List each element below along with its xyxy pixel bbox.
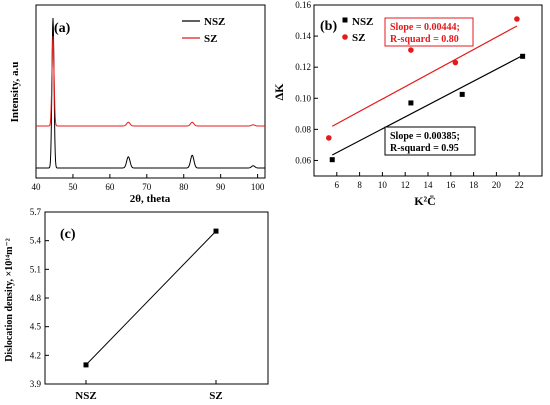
rsq-text-nsz: R-squard = 0.95 (390, 143, 459, 154)
panel-a-frame (35, 4, 266, 179)
x-tick-label-sz: SZ (209, 390, 222, 402)
panel-c-series (83, 228, 219, 368)
panel-a-legend: NSZ SZ (182, 16, 225, 45)
panel-a-letter: (a) (54, 21, 71, 36)
y-tick-label: 0.16 (295, 0, 311, 10)
y-tick-label: 0.10 (295, 93, 311, 103)
y-tick-label: 0.14 (295, 31, 311, 41)
panel-b-x-axis-label: K²C̄ (414, 194, 436, 208)
y-tick-label: 0.12 (295, 62, 311, 72)
panel-c-dislocation-density: 3.9 4.2 4.5 4.8 5.1 5.4 5.7 NSZ SZ (c) Dislocati… (4, 207, 269, 402)
legend-sz-label: SZ (204, 33, 217, 45)
panel-b-axes: 6 8 10 12 14 16 18 20 22 0.06 0.08 0.10 0.12 0.14 0.16 (295, 0, 543, 190)
x-tick-label: 22 (515, 180, 524, 190)
xrd-line-nsz (36, 17, 265, 169)
y-tick-label: 5.4 (30, 236, 42, 246)
x-tick-label: 6 (335, 180, 340, 190)
point-sz (452, 59, 459, 66)
x-tick-label: 50 (68, 182, 78, 192)
point-sz (514, 16, 520, 22)
point-sz (408, 47, 414, 53)
panel-b-letter: (b) (320, 19, 337, 34)
slope-box-sz (384, 17, 474, 47)
slope-box-nsz (384, 126, 476, 156)
y-tick-label: 5.1 (30, 264, 41, 274)
legend-nsz-label: NSZ (352, 16, 373, 28)
x-tick-label: 8 (357, 180, 362, 190)
point-sz (326, 135, 332, 141)
point-nsz (329, 157, 335, 163)
fit-line-nsz (331, 54, 523, 156)
x-tick-label: 18 (469, 180, 479, 190)
density-point-nsz (83, 362, 89, 368)
x-tick-label: 20 (492, 180, 502, 190)
x-tick-label: 90 (216, 182, 226, 192)
panel-a-xrd: 40 50 60 70 80 90 100 (a) 2θ, theta Intensity,… (9, 4, 266, 205)
y-tick-label: 5.7 (30, 207, 42, 217)
x-tick-label: 100 (251, 182, 265, 192)
fit-line-sz (331, 25, 518, 127)
legend-sz-label: SZ (352, 32, 365, 44)
panel-c-frame (44, 211, 269, 385)
x-tick-label: 80 (179, 182, 189, 192)
panel-c-y-axis-label: Dislocation density, ×10¹⁴m⁻² (4, 238, 15, 362)
panel-c-axes: 3.9 4.2 4.5 4.8 5.1 5.4 5.7 NSZ SZ (30, 207, 223, 402)
panel-b-williamson-hall: 6 8 10 12 14 16 18 20 22 0.06 0.08 0.10 0.12 0.14 0.16… (272, 0, 543, 208)
legend-nsz-label: NSZ (204, 16, 225, 28)
x-tick-label: 70 (142, 182, 152, 192)
panel-b-legend: NSZ SZ (342, 16, 373, 44)
slope-text-sz: Slope = 0.00444; (390, 22, 460, 33)
y-tick-label: 4.2 (30, 350, 41, 360)
y-tick-label: 0.08 (295, 124, 311, 134)
panel-b-series (326, 16, 526, 163)
x-tick-label: 40 (32, 182, 42, 192)
panel-a-x-axis-label: 2θ, theta (130, 193, 171, 205)
slope-annotation-nsz: Slope = 0.00385; R-squard = 0.95 (384, 126, 476, 156)
panel-a-series (36, 17, 265, 169)
y-tick-label: 4.8 (30, 293, 42, 303)
x-tick-label: 16 (446, 180, 456, 190)
slope-annotation-sz: Slope = 0.00444; R-squard = 0.80 (384, 17, 474, 47)
panel-a-x-ticks: 40 50 60 70 80 90 100 (32, 174, 265, 192)
xrd-line-sz (36, 35, 265, 127)
x-tick-label: 14 (424, 180, 434, 190)
x-tick-label: 60 (105, 182, 115, 192)
slope-text-nsz: Slope = 0.00385; (390, 131, 460, 142)
point-nsz (459, 91, 465, 97)
x-tick-label: 10 (378, 180, 388, 190)
y-tick-label: 3.9 (30, 379, 42, 389)
legend-nsz-marker (342, 17, 348, 23)
density-line (85, 230, 217, 366)
point-nsz (408, 100, 414, 106)
rsq-text-sz: R-squard = 0.80 (390, 34, 459, 45)
y-tick-label: 0.06 (295, 155, 311, 165)
x-tick-label: 12 (401, 180, 410, 190)
panel-a-y-axis-label: Intensity, a.u (9, 62, 21, 123)
point-nsz (520, 53, 526, 59)
panel-b-y-axis-label: ΔK (272, 83, 286, 101)
y-tick-label: 4.5 (30, 322, 42, 332)
panel-c-letter: (c) (60, 227, 76, 242)
x-tick-label-nsz: NSZ (75, 390, 96, 402)
density-point-sz (213, 228, 219, 234)
legend-sz-marker (342, 34, 348, 40)
